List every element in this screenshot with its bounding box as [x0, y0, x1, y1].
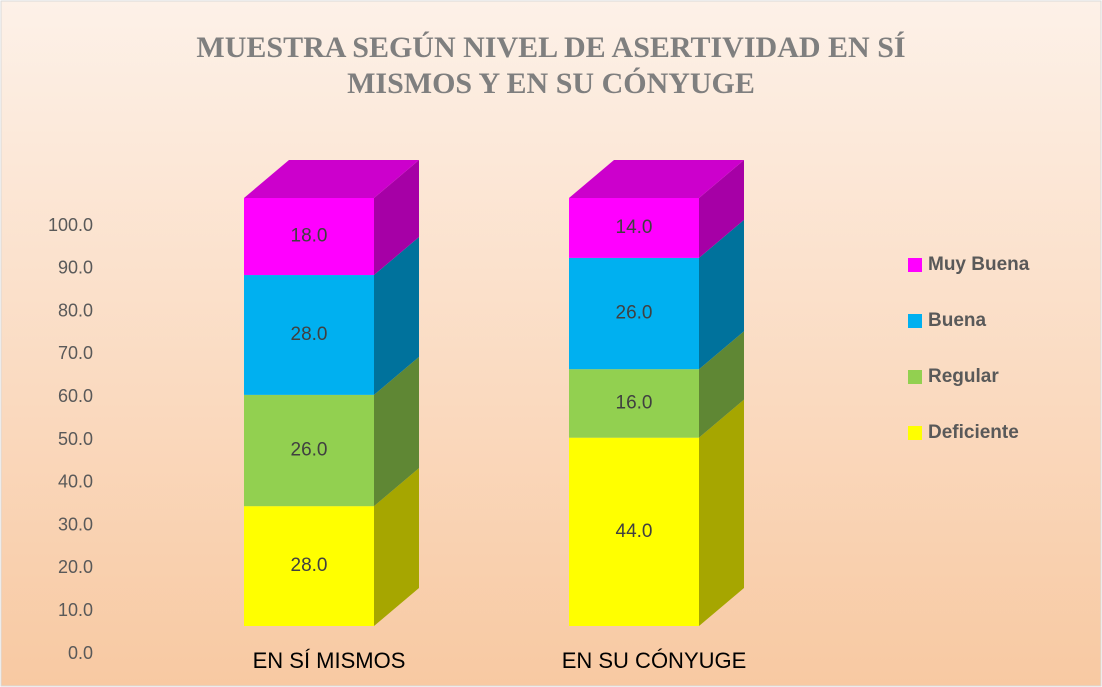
bar-segment	[244, 468, 419, 626]
bar-segment	[569, 331, 744, 438]
bar-side	[374, 468, 419, 626]
y-tick-label: 80.0	[58, 300, 93, 320]
chart-title: MISMOS Y EN SU CÓNYUGE	[347, 67, 755, 100]
data-label: 14.0	[616, 217, 653, 238]
data-label: 26.0	[291, 440, 328, 461]
bar-segment	[569, 399, 744, 626]
y-tick-label: 20.0	[58, 557, 93, 577]
legend-swatch	[908, 370, 922, 384]
bar-side	[374, 356, 419, 507]
x-tick-label: EN SU CÓNYUGE	[562, 648, 747, 673]
legend-label: Buena	[928, 310, 987, 331]
bar-side	[699, 399, 744, 626]
data-label: 28.0	[291, 324, 328, 345]
y-tick-label: 90.0	[58, 258, 93, 278]
bar-front	[569, 257, 699, 370]
bar-front	[244, 275, 374, 395]
y-tick-label: 50.0	[58, 429, 93, 449]
bar-front	[569, 369, 699, 438]
legend-swatch	[908, 258, 922, 272]
bar-top	[569, 160, 744, 198]
bar-front	[244, 506, 374, 626]
bar-side	[699, 331, 744, 438]
bar-front	[569, 198, 699, 258]
bar-front	[244, 198, 374, 276]
y-tick-label: 70.0	[58, 343, 93, 363]
bar-segment	[244, 356, 419, 507]
y-tick-label: 30.0	[58, 514, 93, 534]
data-label: 26.0	[616, 303, 653, 324]
y-tick-label: 10.0	[58, 600, 93, 620]
chart-title: MUESTRA SEGÚN NIVEL DE ASERTIVIDAD EN SÍ	[196, 31, 905, 64]
legend-label: Deficiente	[928, 422, 1019, 443]
bar-segment	[244, 237, 419, 395]
data-label: 16.0	[616, 392, 653, 413]
legend-swatch	[908, 314, 922, 328]
y-tick-label: 0.0	[68, 643, 93, 663]
bar-segment	[569, 160, 744, 258]
legend-label: Muy Buena	[928, 254, 1030, 275]
y-tick-label: 40.0	[58, 472, 93, 492]
bar-top	[244, 160, 419, 198]
x-tick-label: EN SÍ MISMOS	[253, 648, 406, 673]
legend-label: Regular	[928, 366, 999, 387]
legend-swatch	[908, 426, 922, 440]
bar-front	[569, 437, 699, 626]
bar-segment	[569, 219, 744, 370]
bar-side	[374, 237, 419, 395]
bar-side	[374, 160, 419, 276]
y-tick-label: 60.0	[58, 386, 93, 406]
bar-side	[699, 160, 744, 258]
data-label: 44.0	[616, 521, 653, 542]
data-label: 18.0	[291, 226, 328, 247]
bar-front	[244, 394, 374, 507]
y-tick-label: 100.0	[48, 215, 93, 235]
data-label: 28.0	[291, 555, 328, 576]
bar-segment	[244, 160, 419, 276]
bar-side	[699, 219, 744, 370]
